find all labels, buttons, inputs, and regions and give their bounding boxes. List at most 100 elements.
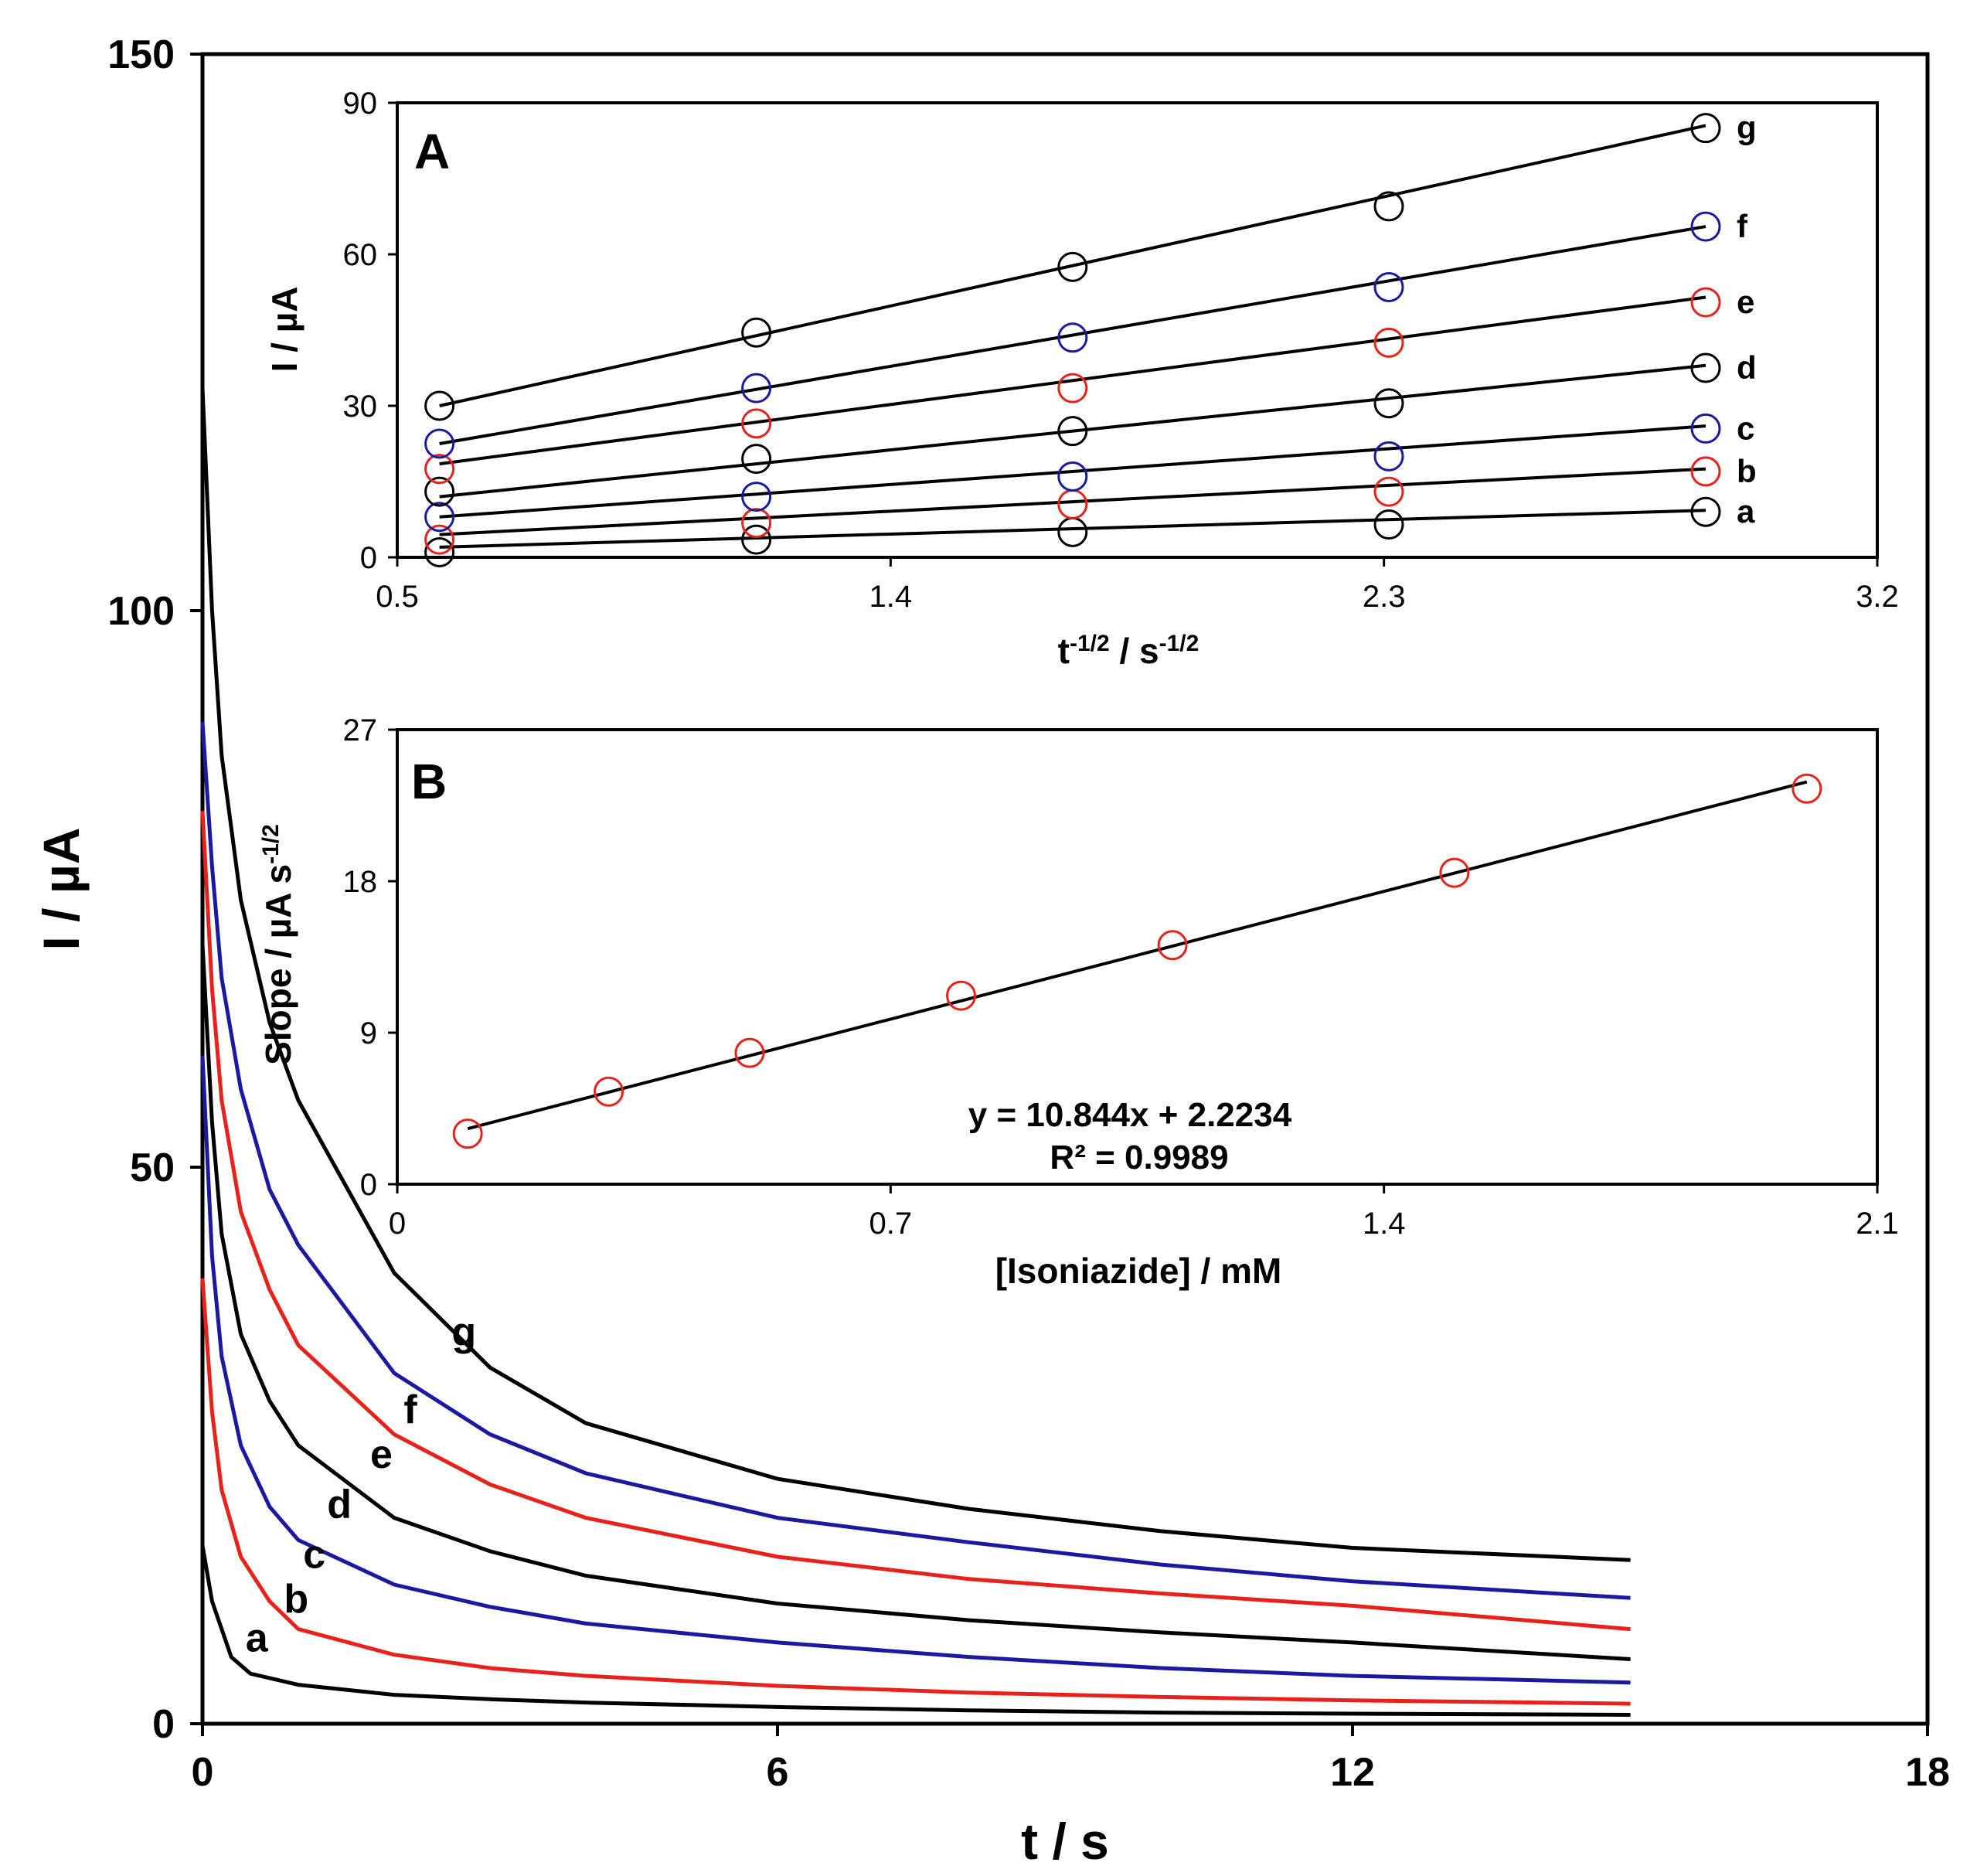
inset-b-y-title-main: Slope / µA s <box>258 864 298 1065</box>
inset-b-point <box>1792 773 1822 804</box>
inset-a-point-d <box>1057 416 1088 447</box>
main-x-axis-title: t / s <box>1021 1813 1109 1870</box>
inset-a-point-b <box>424 524 455 555</box>
main-x-ticks: 0 6 12 18 <box>192 1724 1950 1795</box>
inset-a-fit-line-e <box>439 295 1706 466</box>
inset-a-fit-line-c <box>439 424 1706 519</box>
inset-a-point-b <box>1690 456 1721 487</box>
inset-a-point-f <box>424 428 455 459</box>
inset-a-series-label-g: g <box>1737 110 1757 146</box>
inset-a-fit-lines <box>439 124 1706 549</box>
inset-a-point-f <box>1057 322 1088 353</box>
inset-a-point-f <box>741 373 772 403</box>
inset-a-fit-line-b <box>439 467 1706 536</box>
main-curve-label-a: a <box>246 1616 269 1660</box>
inset-a-point-d <box>1690 352 1721 383</box>
main-curve-label-e: e <box>370 1432 393 1477</box>
inset-a-series-label-b: b <box>1737 453 1757 489</box>
inset-a-x-axis-title: t-1/2 / s-1/2 <box>1058 631 1199 671</box>
inset-b-panel-letter: B <box>411 754 447 809</box>
main-curve-label-g: g <box>451 1309 476 1354</box>
inset-b: 0 0.7 1.4 2.1 0 9 18 27 B y = 10.844x + 2.2234… <box>258 713 1899 1291</box>
inset-a-point-a <box>424 536 455 567</box>
inset-b-r-squared: R² = 0.9989 <box>1050 1139 1228 1176</box>
insetA-x-tick-label: 2.3 <box>1363 580 1406 614</box>
inset-b-point <box>452 1118 483 1149</box>
insetB-x-tick-label: 0.7 <box>869 1207 913 1241</box>
inset-b-x-axis-title: [Isoniazide] / mM <box>995 1251 1282 1291</box>
main-curve-c <box>200 1055 1631 1685</box>
insetA-x-tick-label: 3.2 <box>1856 580 1899 614</box>
inset-a-x-title-exp1: -1/2 <box>1070 631 1110 656</box>
inset-a-fit-line-f <box>439 225 1706 445</box>
inset-b-y-axis-title: Slope / µA s-1/2 <box>258 824 298 1065</box>
inset-a-point-g <box>741 317 772 348</box>
insetA-x-tick-label: 1.4 <box>869 580 913 614</box>
inset-a-point-e <box>741 408 772 439</box>
inset-b-point <box>1439 857 1470 888</box>
inset-a-panel-letter: A <box>414 124 450 179</box>
main-y-tick-label: 150 <box>107 32 175 77</box>
inset-a-point-c <box>1057 461 1088 492</box>
inset-a-point-d <box>741 444 772 475</box>
main-curves <box>200 387 1631 1717</box>
inset-a-point-b <box>1373 476 1404 507</box>
inset-a-point-a <box>1373 509 1404 540</box>
main-y-tick-label: 0 <box>152 1702 175 1747</box>
inset-b-points <box>452 773 1822 1149</box>
insetA-y-tick-label: 0 <box>360 541 377 575</box>
inset-a-x-title-base: t <box>1058 631 1070 671</box>
inset-b-point <box>594 1076 624 1107</box>
main-x-tick-label: 6 <box>767 1750 789 1795</box>
inset-a-point-e <box>1057 373 1088 403</box>
insetB-x-tick-label: 0 <box>389 1207 406 1241</box>
inset-a-y-axis-title: I / µA <box>264 287 305 373</box>
main-curve-e <box>200 811 1631 1632</box>
insetB-y-tick-label: 18 <box>343 865 378 899</box>
main-curve-label-c: c <box>303 1532 325 1577</box>
inset-a-point-a <box>741 524 772 555</box>
main-curve-a <box>200 1545 1631 1717</box>
main-curve-label-b: b <box>284 1577 308 1622</box>
inset-b-y-title-exp: -1/2 <box>258 824 284 864</box>
main-curve-f <box>200 721 1631 1600</box>
inset-b-equation: y = 10.844x + 2.2234 <box>968 1096 1292 1134</box>
main-x-tick-label: 18 <box>1905 1750 1950 1795</box>
inset-a-plot-frame <box>396 101 1879 559</box>
inset-b-y-ticks: 0 9 18 27 <box>343 713 397 1202</box>
insetA-y-tick-label: 30 <box>343 390 378 424</box>
inset-a-point-a <box>1690 496 1721 527</box>
inset-a-point-b <box>741 508 772 539</box>
inset-a-fit-line-d <box>439 363 1706 499</box>
inset-a-points <box>424 113 1721 567</box>
inset-a-point-d <box>424 476 455 507</box>
inset-a-point-e <box>1690 287 1721 318</box>
inset-a-point-g <box>424 390 455 421</box>
insetB-x-tick-label: 1.4 <box>1363 1207 1406 1241</box>
main-y-axis-title: I / µA <box>32 827 90 950</box>
main-x-tick-label: 0 <box>192 1750 214 1795</box>
inset-a-x-ticks: 0.5 1.4 2.3 3.2 <box>376 557 1899 614</box>
inset-a-series-label-a: a <box>1737 493 1755 529</box>
insetA-y-tick-label: 90 <box>343 87 378 121</box>
main-x-tick-label: 12 <box>1330 1750 1375 1795</box>
insetA-y-tick-label: 60 <box>343 238 378 272</box>
inset-a-point-g <box>1373 191 1404 222</box>
insetB-y-tick-label: 0 <box>360 1168 377 1202</box>
inset-a-point-d <box>1373 388 1404 419</box>
main-y-ticks: 0 50 100 150 <box>107 32 202 1747</box>
main-curve-label-d: d <box>327 1483 352 1527</box>
main-curve-d <box>200 944 1631 1661</box>
inset-a-series-label-e: e <box>1737 284 1754 320</box>
inset-a-point-e <box>1373 327 1404 358</box>
inset-a-point-c <box>741 482 772 512</box>
inset-b-fit-line <box>467 780 1808 1131</box>
inset-a-x-title-exp2: -1/2 <box>1159 631 1199 656</box>
inset-a-point-g <box>1057 251 1088 282</box>
inset-b-point <box>946 980 977 1011</box>
inset-a-series-label-f: f <box>1737 208 1748 244</box>
inset-b-point <box>734 1037 765 1068</box>
inset-a-x-title-mid: / s <box>1110 631 1159 671</box>
main-curve-g <box>200 387 1631 1562</box>
